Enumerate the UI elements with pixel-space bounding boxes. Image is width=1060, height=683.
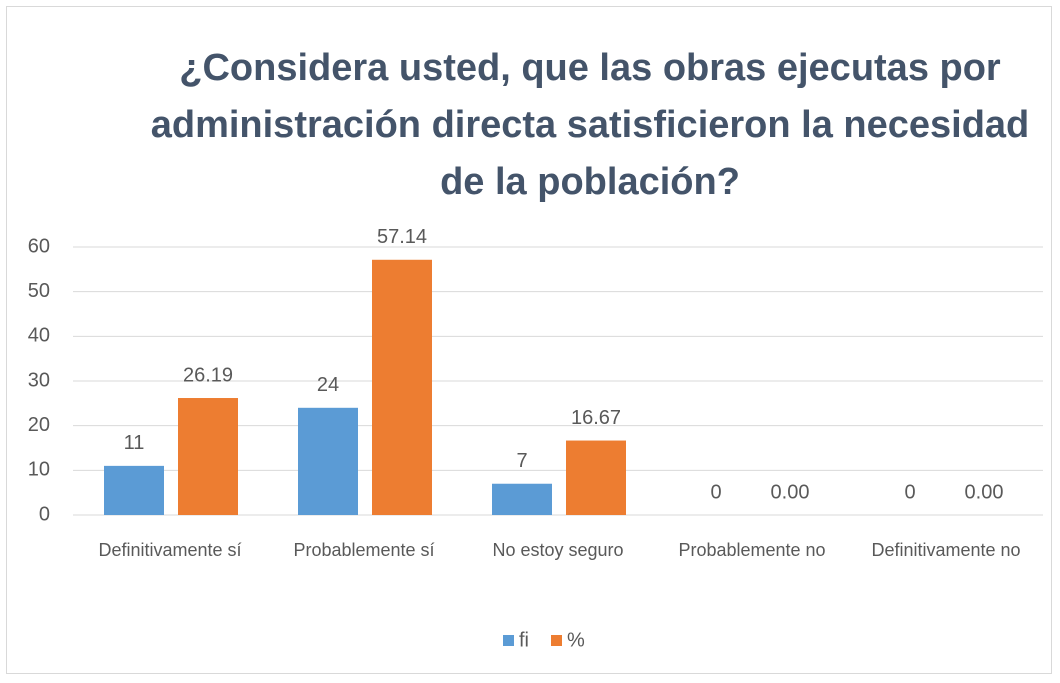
y-tick-label: 60 xyxy=(28,235,50,257)
y-tick-label: 30 xyxy=(28,369,50,391)
data-label: 0.00 xyxy=(771,481,810,503)
chart-title: ¿Considera usted, que las obras ejecutas… xyxy=(150,47,1030,203)
chart-frame xyxy=(6,6,1052,674)
bar xyxy=(298,407,358,515)
x-tick-label: Definitivamente sí xyxy=(98,540,242,560)
data-label: 7 xyxy=(516,450,527,472)
data-label: 24 xyxy=(317,374,339,396)
y-tick-label: 0 xyxy=(39,503,50,525)
data-label: 16.67 xyxy=(571,407,621,429)
y-tick-label: 10 xyxy=(28,459,50,481)
bar xyxy=(492,483,552,515)
legend-label: fi xyxy=(519,629,529,651)
x-tick-label: Probablemente no xyxy=(678,540,826,560)
bar xyxy=(372,259,432,515)
legend-label: % xyxy=(567,629,585,651)
y-tick-label: 40 xyxy=(28,325,50,347)
data-label: 57.14 xyxy=(377,226,427,248)
bar xyxy=(566,440,626,515)
x-tick-label: No estoy seguro xyxy=(492,540,624,560)
legend-swatch xyxy=(503,635,514,646)
y-tick-label: 50 xyxy=(28,280,50,302)
x-tick-label: Probablemente sí xyxy=(293,540,435,560)
bar xyxy=(104,465,164,515)
x-tick-label: Definitivamente no xyxy=(871,540,1021,560)
data-label: 0 xyxy=(710,481,721,503)
data-label: 0.00 xyxy=(965,481,1004,503)
bar xyxy=(178,398,238,515)
y-tick-label: 20 xyxy=(28,414,50,436)
legend-swatch xyxy=(551,635,562,646)
data-label: 0 xyxy=(904,481,915,503)
data-label: 26.19 xyxy=(183,364,233,386)
data-label: 11 xyxy=(124,432,145,454)
